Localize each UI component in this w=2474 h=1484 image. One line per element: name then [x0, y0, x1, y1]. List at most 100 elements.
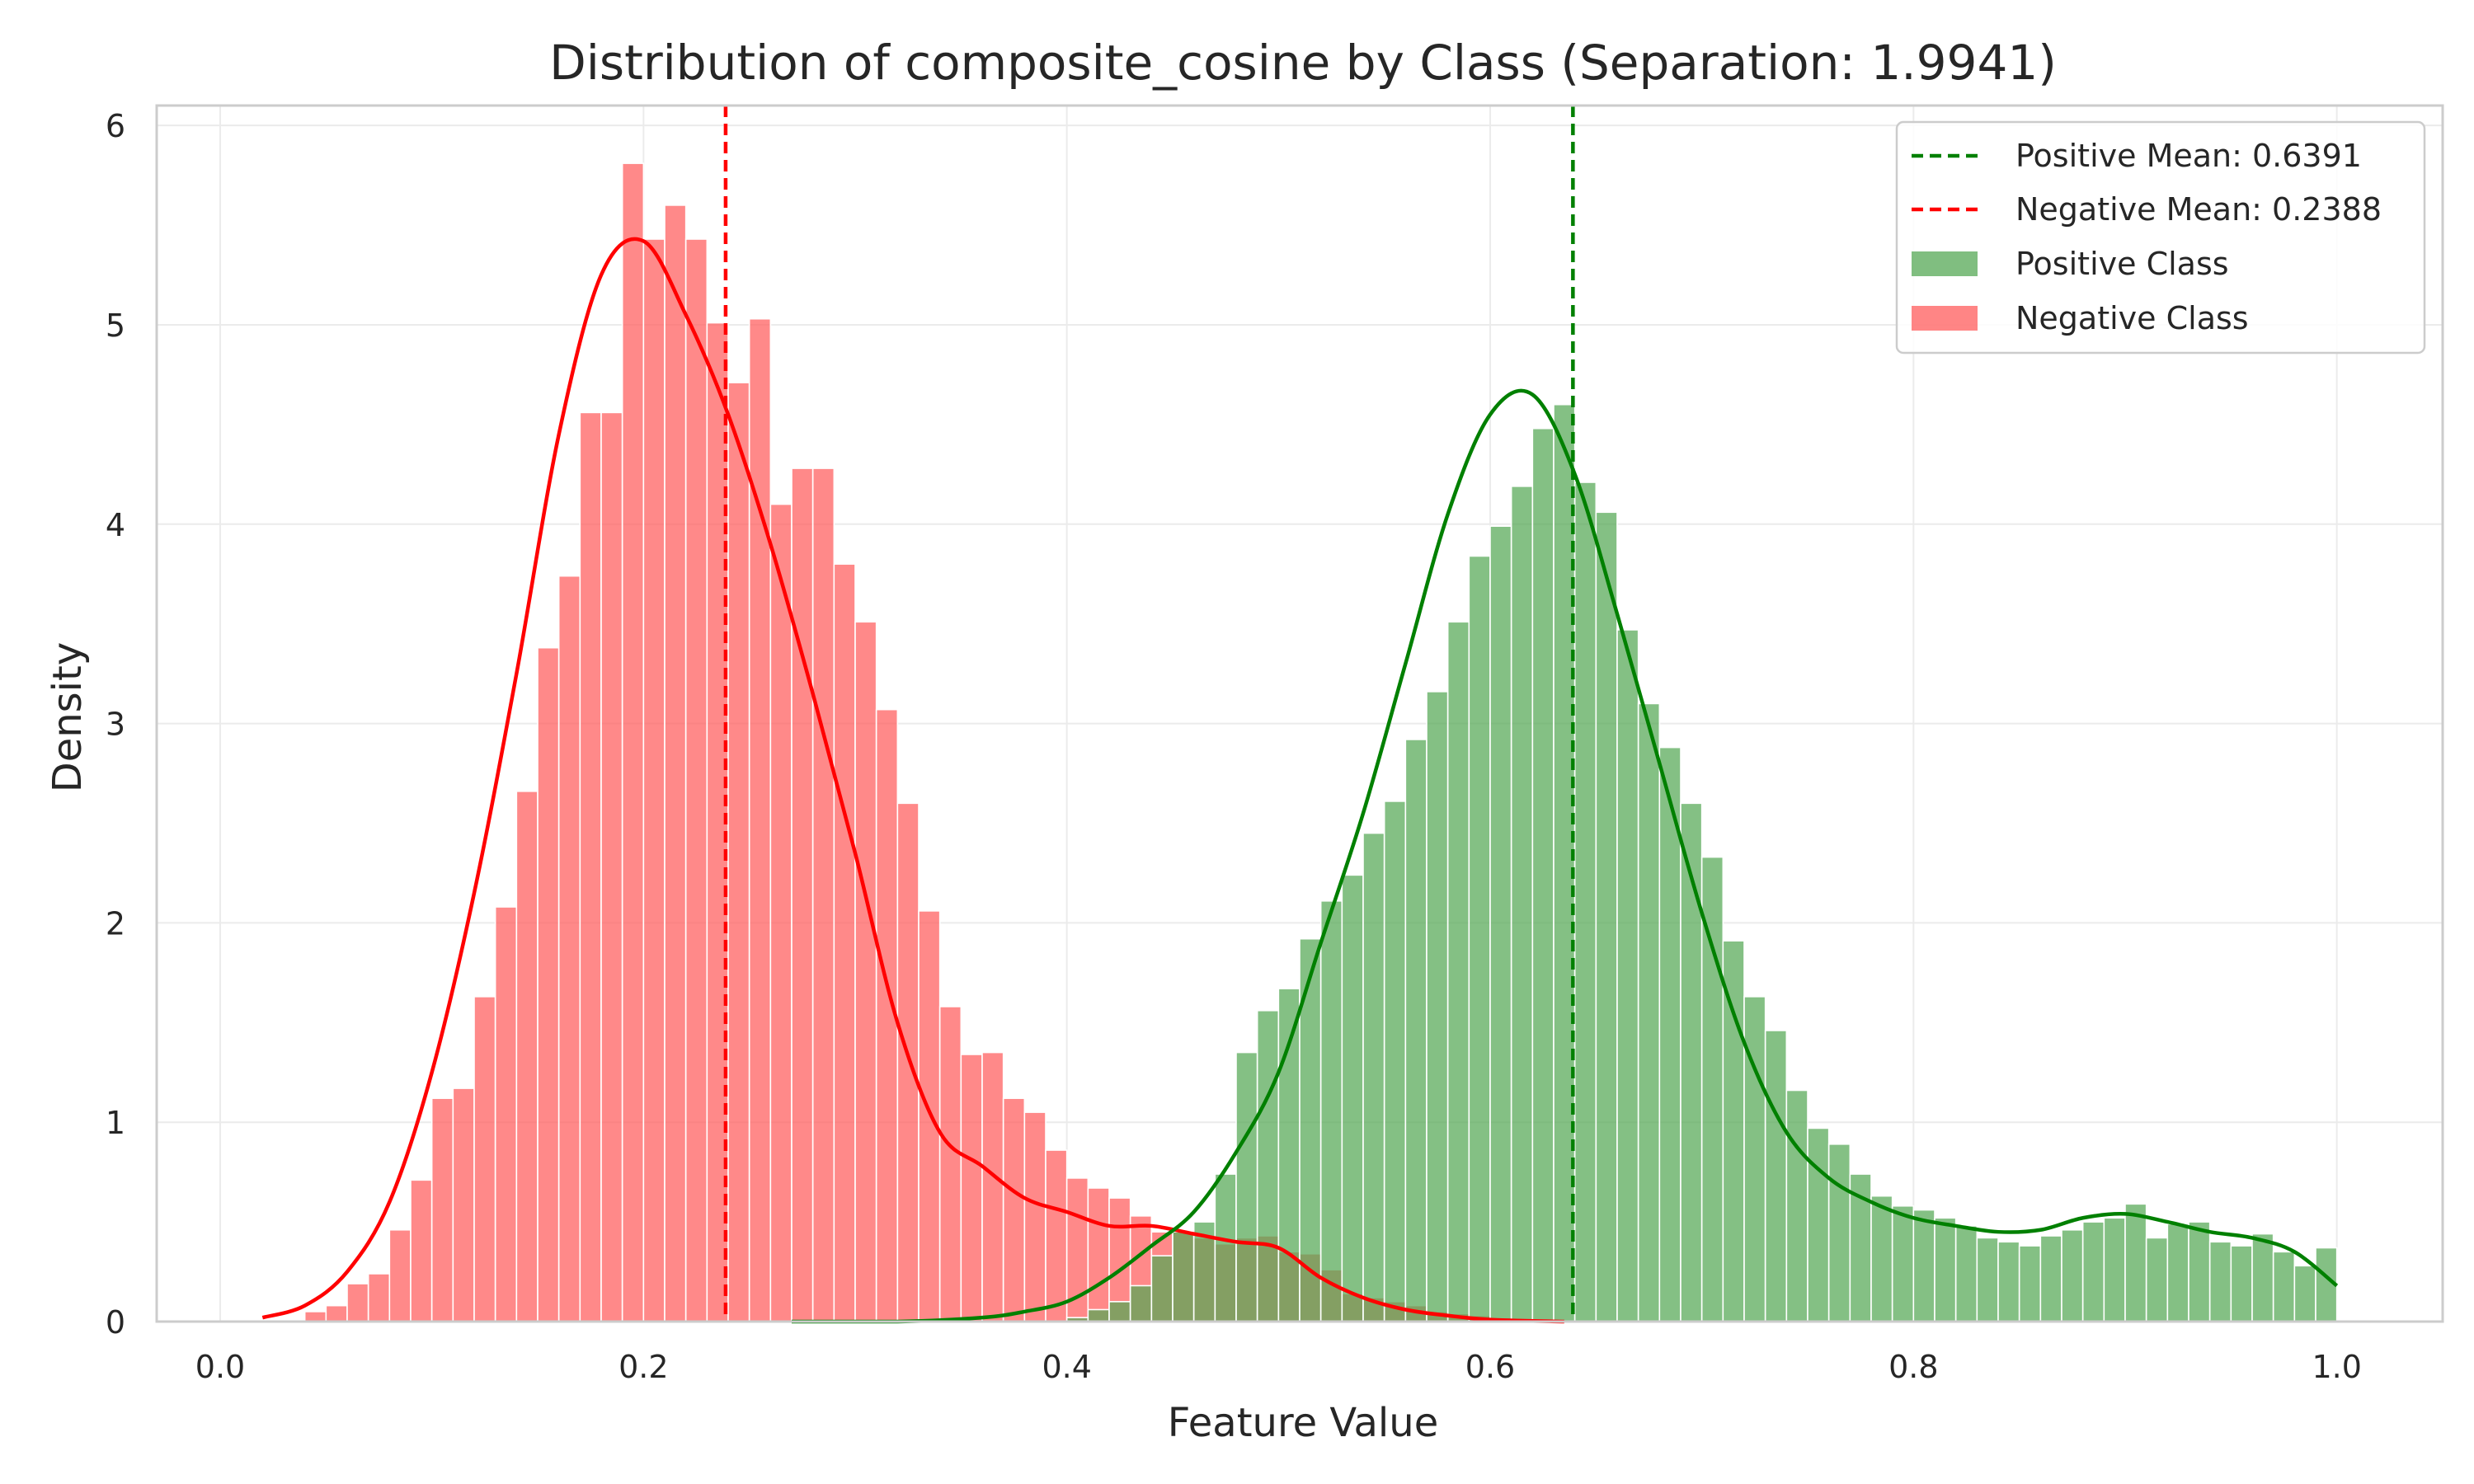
negative-class-bar: [791, 467, 814, 1322]
x-tick-label: 0.8: [1888, 1349, 1938, 1385]
negative-class-bar: [579, 411, 602, 1322]
negative-class-bar: [430, 1097, 454, 1322]
mean-lines: [723, 106, 1575, 1322]
positive-class-bar: [1595, 511, 1618, 1322]
positive-class-bar: [1510, 486, 1534, 1322]
positive-class-bar: [1172, 1231, 1195, 1322]
positive-class-bar: [2081, 1221, 2105, 1322]
positive-class-bar: [1362, 832, 1385, 1322]
positive-class-bar: [1404, 739, 1427, 1322]
y-axis-label: Density: [45, 642, 91, 792]
negative-class-bar: [1087, 1187, 1110, 1322]
y-tick-label: 4: [106, 507, 125, 543]
legend: Positive Mean: 0.6391 Negative Mean: 0.2…: [1895, 120, 2426, 355]
negative-class-bar: [346, 1283, 369, 1322]
positive-class-bar: [1954, 1225, 1978, 1322]
negative-class-bar: [938, 1006, 962, 1322]
positive-class-bar: [1235, 1051, 1258, 1322]
positive-class-bar: [1129, 1284, 1153, 1322]
positive-class-bar: [1785, 1089, 1808, 1322]
positive-class-bar: [2188, 1221, 2211, 1322]
negative-class-bar: [918, 910, 941, 1322]
positive-class-bar: [2039, 1235, 2062, 1322]
legend-positive-class-swatch: [1912, 251, 1978, 276]
positive-class-bar: [1870, 1195, 1893, 1322]
negative-class-bar: [600, 411, 623, 1322]
positive-kde-curve: [792, 388, 2339, 1324]
x-tick-label: 1.0: [2312, 1349, 2361, 1385]
positive-class-bar: [1150, 1255, 1174, 1322]
positive-class-bar: [1616, 629, 1639, 1322]
positive-class-bar: [2293, 1265, 2316, 1322]
positive-class-bar: [1934, 1217, 1957, 1322]
positive-class-bar: [1531, 427, 1554, 1322]
x-tick-label: 0.0: [195, 1349, 245, 1385]
y-tick-label: 6: [106, 108, 125, 144]
positive-class-bar: [2272, 1251, 2296, 1322]
negative-class-bar: [727, 382, 750, 1322]
positive-class-bar: [1722, 940, 1745, 1322]
legend-box: [1895, 120, 2426, 355]
legend-negative-class-label: Negative Class: [2015, 300, 2249, 336]
positive-class-bar: [1383, 801, 1407, 1322]
positive-class-bar: [2061, 1228, 2084, 1322]
positive-class-bar: [1807, 1127, 1830, 1322]
negative-class-bar: [664, 204, 687, 1322]
legend-negative-class-swatch: [1912, 306, 1978, 331]
positive-class-bar: [1743, 996, 1766, 1322]
positive-class-bar: [1891, 1205, 1915, 1322]
positive-class-bar: [1700, 856, 1724, 1322]
positive-class-bar: [1912, 1209, 1935, 1322]
negative-class-bar: [388, 1228, 412, 1322]
y-tick-label: 0: [106, 1304, 125, 1341]
axis-ticks: 0.0 0.2 0.4 0.6 0.8 1.0 0 1 2 3 4 5 6: [106, 108, 2362, 1385]
positive-class-bar: [2145, 1237, 2169, 1322]
positive-class-bar: [2166, 1223, 2189, 1322]
positive-class-bar: [1680, 802, 1703, 1322]
positive-class-bar: [1976, 1237, 1999, 1322]
positive-class-bar: [1764, 1030, 1788, 1322]
negative-class-bar: [960, 1054, 983, 1322]
x-tick-label: 0.4: [1042, 1349, 1091, 1385]
x-tick-label: 0.6: [1465, 1349, 1515, 1385]
plot-frame: [155, 104, 2444, 1323]
positive-class-bar: [1489, 525, 1512, 1322]
positive-class-bar: [1658, 746, 1681, 1322]
negative-class-bar: [557, 575, 581, 1322]
negative-class-bar: [410, 1179, 433, 1322]
positive-class-bar: [1446, 621, 1470, 1322]
negative-class-bar: [515, 791, 539, 1322]
positive-class-bar: [1426, 691, 1449, 1322]
negative-class-bar: [621, 162, 645, 1322]
positive-class-bars: [1065, 403, 2338, 1322]
negative-class-bar: [537, 646, 560, 1322]
negative-class-bar: [303, 1311, 327, 1322]
y-tick-label: 3: [106, 707, 125, 743]
positive-class-bar: [2103, 1217, 2126, 1322]
negative-class-bar: [642, 238, 666, 1322]
x-tick-label: 0.2: [618, 1349, 668, 1385]
legend-positive-mean-label: Positive Mean: 0.6391: [2015, 138, 2362, 174]
negative-class-bar: [473, 996, 496, 1322]
negative-class-bar: [452, 1087, 475, 1322]
positive-class-bar: [1827, 1143, 1851, 1322]
positive-class-bar: [1997, 1241, 2020, 1322]
negative-class-bar: [1023, 1111, 1047, 1322]
negative-class-bar: [1002, 1097, 1026, 1322]
chart-title: Distribution of composite_cosine by Clas…: [549, 35, 2057, 91]
y-tick-label: 2: [106, 905, 125, 942]
negative-class-bar: [1045, 1149, 1068, 1322]
positive-class-bar: [1214, 1173, 1237, 1322]
legend-positive-class-label: Positive Class: [2015, 246, 2229, 282]
positive-class-bar: [1468, 555, 1491, 1322]
positive-class-bar: [1637, 702, 1661, 1322]
x-axis-label: Feature Value: [1168, 1400, 1438, 1446]
negative-class-bar: [854, 621, 877, 1322]
negative-class-bar: [684, 238, 708, 1322]
positive-class-bar: [1087, 1308, 1110, 1322]
legend-negative-mean-label: Negative Mean: 0.2388: [2015, 191, 2382, 228]
negative-class-bar: [811, 467, 835, 1322]
positive-class-bar: [2208, 1241, 2232, 1322]
